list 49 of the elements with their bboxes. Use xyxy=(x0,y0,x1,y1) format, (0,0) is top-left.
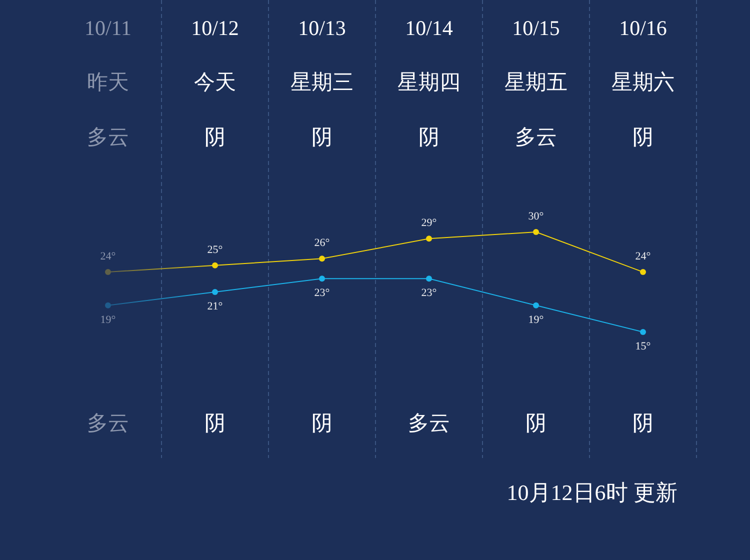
text: 多云 xyxy=(408,410,450,435)
text: 阴 xyxy=(204,410,226,435)
point xyxy=(533,302,539,308)
x-tick-label: 10/12 xyxy=(191,16,239,40)
data-label: 29° xyxy=(421,217,437,230)
x-tick-label: 10/14 xyxy=(405,16,454,40)
text: 阴 xyxy=(526,410,546,435)
data-label: 23° xyxy=(314,287,330,300)
text: 多云 xyxy=(515,124,557,149)
x-tick-label: 10/15 xyxy=(512,16,560,40)
point xyxy=(212,262,218,268)
text: 阴 xyxy=(632,410,654,435)
data-label: 19° xyxy=(528,314,544,326)
text: 今天 xyxy=(194,70,236,94)
text: 阴 xyxy=(312,124,332,149)
data-label: 25° xyxy=(207,244,223,256)
text: 星期五 xyxy=(504,70,568,94)
point xyxy=(426,276,432,282)
text: 阴 xyxy=(312,410,332,435)
text: 阴 xyxy=(204,124,226,149)
data-label: 15° xyxy=(635,340,651,353)
point xyxy=(640,269,646,275)
data-label: 26° xyxy=(314,237,330,250)
data-label: 19° xyxy=(100,314,116,326)
text: 10月12日6时 更新 xyxy=(506,480,678,506)
text: 星期四 xyxy=(398,70,460,94)
point xyxy=(105,302,111,308)
point xyxy=(426,236,432,242)
x-tick-label: 10/16 xyxy=(619,16,667,40)
data-label: 23° xyxy=(421,287,437,300)
text: 阴 xyxy=(632,124,654,149)
data-label: 24° xyxy=(635,250,651,263)
x-tick-label: 10/11 xyxy=(84,16,132,40)
point xyxy=(105,269,111,275)
point xyxy=(319,256,325,262)
text: 多云 xyxy=(87,410,129,435)
point xyxy=(533,229,539,235)
text: 星期六 xyxy=(612,70,674,94)
text: 星期三 xyxy=(290,70,354,94)
point xyxy=(640,329,646,335)
text: 多云 xyxy=(87,124,129,149)
x-tick-label: 10/13 xyxy=(298,16,346,40)
text: 阴 xyxy=(418,124,440,149)
text: 昨天 xyxy=(87,70,129,94)
point xyxy=(212,289,218,295)
data-label: 21° xyxy=(207,300,223,313)
data-label: 30° xyxy=(528,210,544,223)
data-label: 24° xyxy=(100,250,116,263)
point xyxy=(319,276,325,282)
